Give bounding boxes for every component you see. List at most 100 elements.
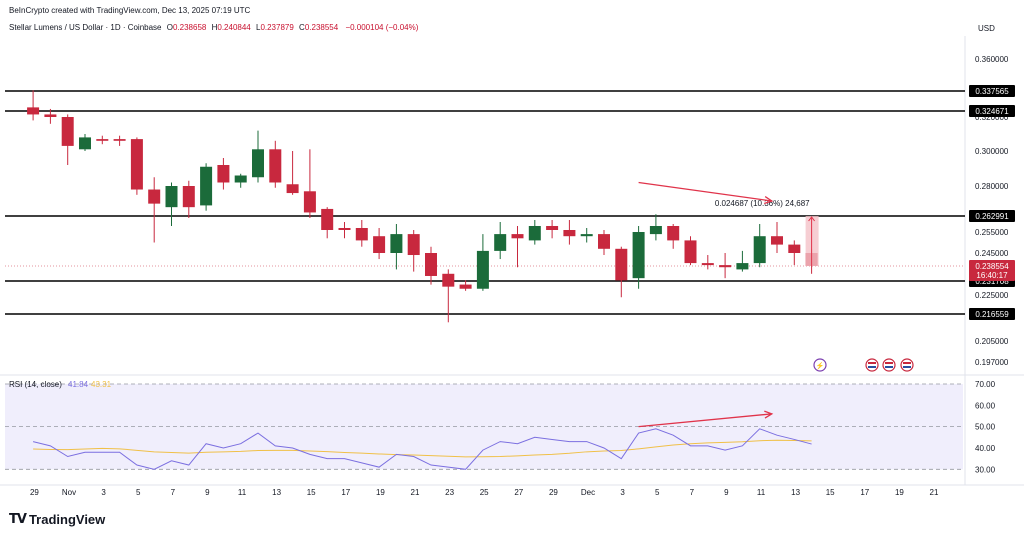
- candle-body-26: [459, 284, 472, 289]
- event-lightning-icon: [813, 358, 827, 372]
- candle-body-11: [200, 166, 213, 206]
- rsi-tick-label: 60.00: [975, 401, 996, 410]
- time-tick-label: 13: [272, 488, 281, 497]
- candle-body-30: [528, 225, 541, 241]
- event-flag-stripe-b-2: [885, 366, 893, 368]
- candle-body-28: [494, 234, 507, 251]
- event-flag-icon-3: [900, 358, 914, 372]
- time-tick-label: 21: [930, 488, 939, 497]
- candle-body-23: [407, 234, 420, 256]
- candle-body-37: [649, 225, 662, 235]
- candle-body-8: [148, 189, 161, 204]
- rsi-ma-line: [33, 439, 812, 458]
- time-tick-label: 3: [101, 488, 106, 497]
- candle-body-25: [442, 273, 455, 287]
- candle-body-45: [788, 244, 801, 253]
- event-flag-stripe-b-3: [903, 366, 911, 368]
- price-tick-label: 0.225000: [975, 291, 1009, 300]
- measure-arrow-head: [808, 216, 815, 222]
- time-tick-label: 17: [860, 488, 869, 497]
- candle-body-4: [79, 137, 91, 150]
- rsi-tick-label: 40.00: [975, 444, 996, 453]
- event-lightning-glyph: ⚡: [816, 361, 825, 370]
- candle-body-34: [598, 234, 610, 249]
- open-value: 0.238658: [172, 23, 207, 32]
- candle-body-5: [96, 139, 109, 141]
- time-tick-label: 29: [549, 488, 558, 497]
- rsi-ma-value: 43.31: [91, 380, 112, 389]
- price-tick-label: 0.300000: [975, 147, 1009, 156]
- price-tick-label: 0.320000: [975, 113, 1009, 122]
- candle-body-16: [286, 184, 299, 194]
- measure-label: 0.024687 (10.36%) 24,687: [715, 199, 810, 208]
- candle-body-10: [182, 186, 195, 208]
- time-tick-label: 5: [655, 488, 660, 497]
- candle-body-14: [252, 149, 264, 178]
- time-tick-label: Dec: [581, 488, 595, 497]
- level-tag-1: [969, 85, 1015, 97]
- symbol-name: Stellar Lumens / US Dollar · 1D · Coinba…: [9, 23, 162, 32]
- time-tick-label: 15: [307, 488, 316, 497]
- event-flag-icon-2: [882, 358, 896, 372]
- tradingview-logo-icon: TV: [9, 512, 27, 527]
- candle-body-39: [684, 240, 697, 264]
- time-tick-label: 15: [826, 488, 835, 497]
- event-flag-stripe-a-2: [885, 362, 893, 364]
- time-tick-label: 29: [30, 488, 39, 497]
- rsi-trend-arrow-head: [764, 410, 774, 419]
- price-tick-label: 0.360000: [975, 55, 1009, 64]
- time-tick-label: 11: [757, 488, 766, 497]
- candle-body-6: [113, 139, 126, 141]
- time-tick-label: 11: [238, 488, 247, 497]
- change-value: −0.000104 (−0.04%): [345, 23, 419, 32]
- chart-credit: BeInCrypto created with TradingView.com,…: [9, 6, 251, 15]
- level-tag-label-5: 0.216559: [975, 310, 1009, 319]
- rsi-title: RSI (14, close): [9, 380, 62, 389]
- time-tick-label: 19: [895, 488, 904, 497]
- price-trend-arrow: [638, 181, 772, 202]
- candle-body-33: [580, 234, 593, 237]
- currency-label[interactable]: USD: [978, 24, 995, 33]
- candle-body-20: [355, 227, 368, 241]
- candle-body-24: [425, 253, 437, 276]
- candle-body-17: [303, 191, 316, 213]
- candle-body-43: [753, 236, 766, 264]
- level-tag-3: [969, 210, 1015, 222]
- rsi-trend-arrow: [638, 413, 772, 428]
- candle-body-3: [61, 117, 74, 146]
- low-value: 0.237879: [260, 23, 294, 32]
- candle-body-2: [44, 114, 57, 117]
- close-label: C: [299, 23, 305, 32]
- rsi-tick-label: 70.00: [975, 380, 996, 389]
- event-flag-stripe-b-1: [868, 366, 876, 368]
- low-label: L: [255, 23, 261, 32]
- time-tick-label: 27: [514, 488, 523, 497]
- brand-name: TradingView: [28, 512, 106, 527]
- time-tick-label: Nov: [62, 488, 76, 497]
- candle-body-19: [338, 227, 351, 230]
- candle-body-36: [632, 232, 645, 279]
- rsi-line: [32, 428, 812, 470]
- level-tag-label-4: 0.231708: [975, 277, 1009, 286]
- candle-body-41: [719, 265, 732, 268]
- candle-body-31: [546, 225, 559, 230]
- candle-body-27: [476, 250, 489, 289]
- candle-body-21: [373, 236, 386, 253]
- time-tick-label: 3: [620, 488, 625, 497]
- candle-body-1: [27, 107, 40, 115]
- time-tick-label: 9: [724, 488, 729, 497]
- candle-body-44: [771, 236, 783, 245]
- candle-body-29: [511, 234, 524, 239]
- candle-body-38: [667, 225, 680, 241]
- candle-body-7: [130, 139, 143, 190]
- time-tick-label: 17: [341, 488, 350, 497]
- price-tick-label: 0.197000: [975, 358, 1009, 367]
- candle-body-32: [563, 229, 576, 237]
- candle-body-42: [736, 263, 749, 270]
- current-price-tag-value: 0.238554: [975, 262, 1009, 271]
- time-tick-label: 21: [411, 488, 420, 497]
- level-tag-label-1: 0.337565: [975, 87, 1009, 96]
- time-tick-label: 25: [480, 488, 489, 497]
- high-label: H: [211, 23, 218, 32]
